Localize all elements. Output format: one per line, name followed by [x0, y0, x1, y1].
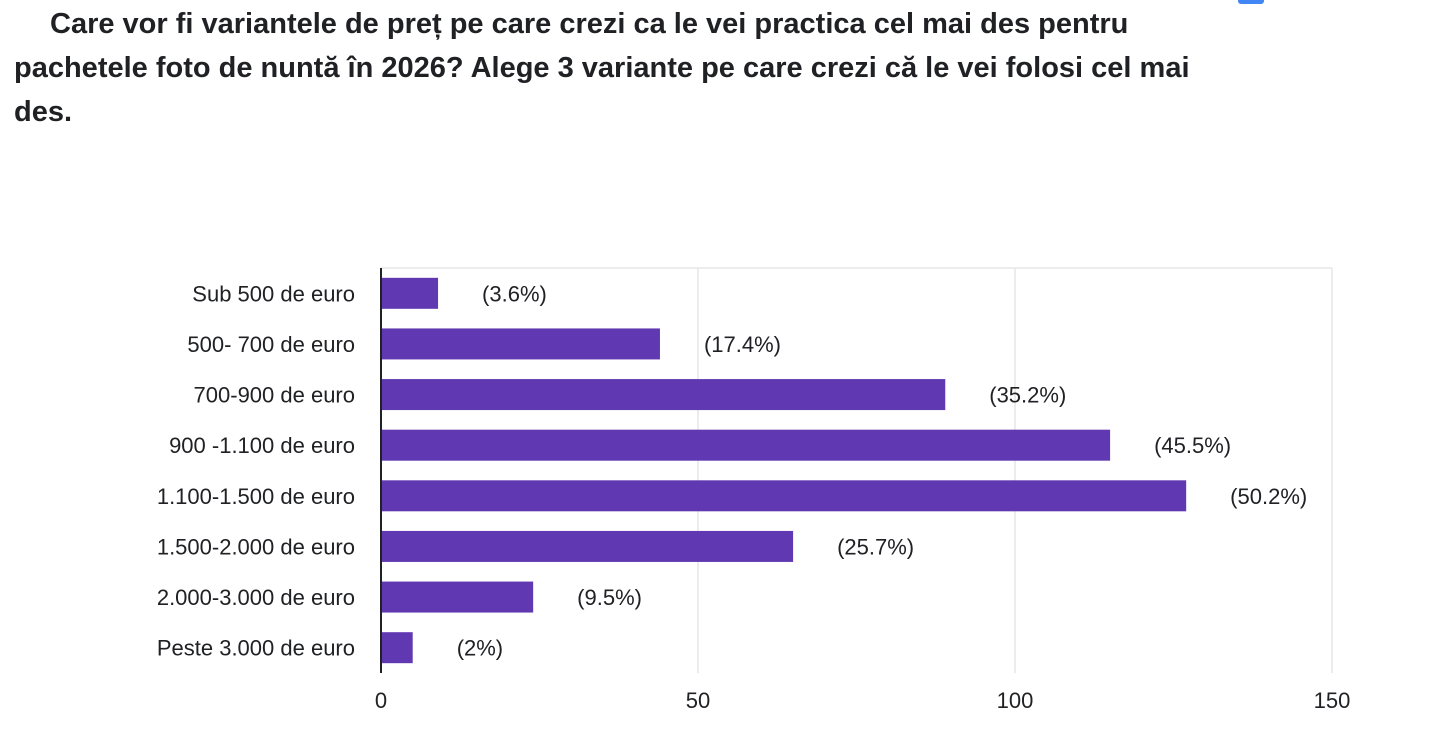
x-tick-label: 50	[686, 688, 710, 713]
data-label: (2%)	[457, 636, 503, 661]
category-label: 1.100-1.500 de euro	[157, 484, 355, 509]
data-label: (50.2%)	[1230, 484, 1307, 509]
data-label: (3.6%)	[482, 281, 547, 306]
bar	[381, 328, 660, 360]
bar	[381, 581, 534, 613]
x-tick-label: 100	[997, 688, 1034, 713]
category-label: Sub 500 de euro	[192, 281, 355, 306]
data-label: (45.5%)	[1154, 433, 1231, 458]
question-title: Care vor fi variantele de preț pe care c…	[14, 8, 1190, 128]
category-label: 500- 700 de euro	[187, 332, 355, 357]
x-tick-label: 150	[1314, 688, 1351, 713]
bar	[381, 530, 794, 562]
data-label: (17.4%)	[704, 332, 781, 357]
category-label: Peste 3.000 de euro	[157, 636, 355, 661]
bar	[381, 379, 946, 411]
bar	[381, 429, 1111, 461]
data-label: (25.7%)	[837, 534, 914, 559]
category-label: 2.000-3.000 de euro	[157, 585, 355, 610]
bar	[381, 632, 413, 664]
category-label: 700-900 de euro	[194, 383, 355, 408]
bar	[381, 277, 439, 309]
data-label: (35.2%)	[989, 383, 1066, 408]
category-label: 900 -1.100 de euro	[169, 433, 355, 458]
x-tick-label: 0	[375, 688, 387, 713]
data-label: (9.5%)	[577, 585, 642, 610]
corner-accent-mark	[1238, 0, 1264, 4]
category-label: 1.500-2.000 de euro	[157, 534, 355, 559]
bar	[381, 480, 1187, 512]
